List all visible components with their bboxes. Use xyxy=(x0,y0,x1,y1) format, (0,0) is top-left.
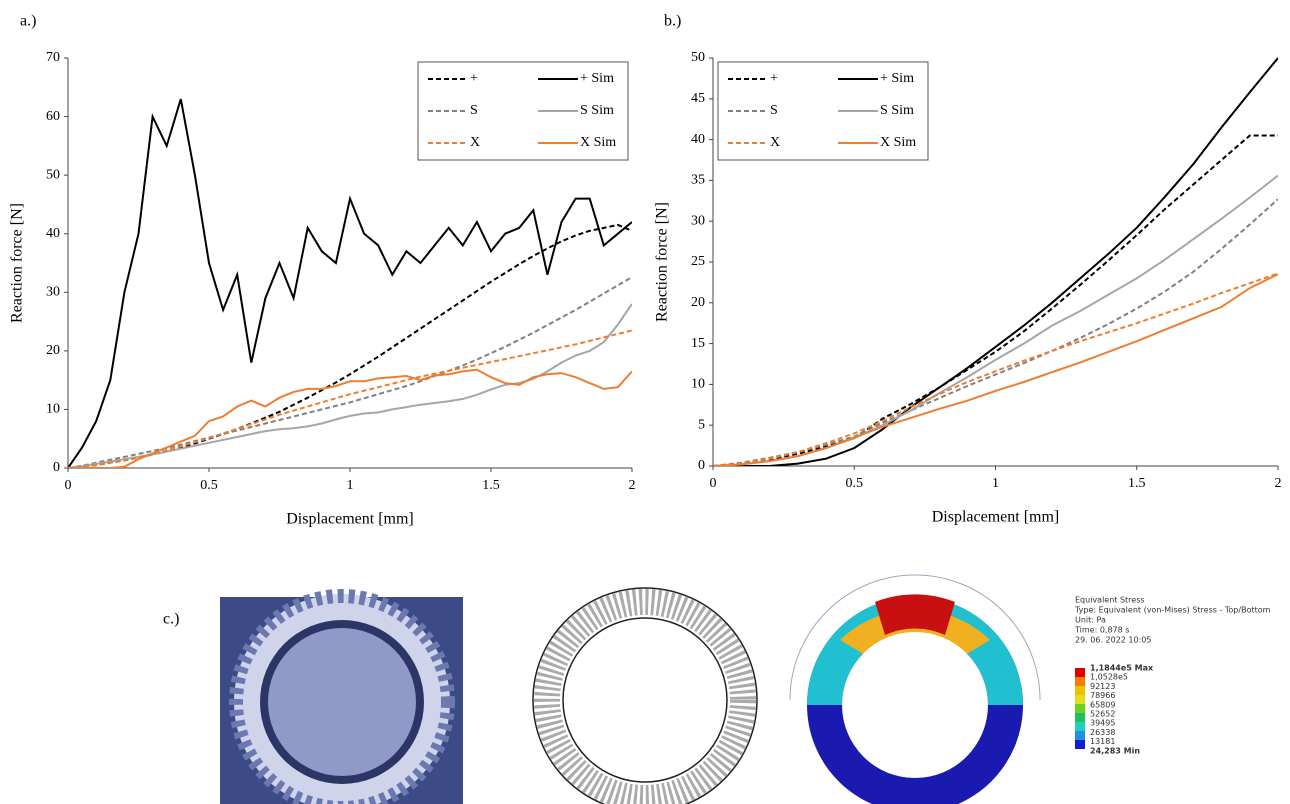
y-tick-label: 10 xyxy=(46,402,60,417)
stress-level: 13181 xyxy=(1090,737,1115,746)
legend-label: X xyxy=(470,135,480,150)
legend-label: S Sim xyxy=(580,103,614,118)
series-line xyxy=(68,276,632,468)
y-tick-label: 25 xyxy=(691,254,705,269)
stress-info: Time: 0,878 s xyxy=(1074,626,1129,635)
stress-level: 26338 xyxy=(1090,728,1115,737)
legend-label: + xyxy=(470,71,478,86)
stress-info: Equivalent Stress xyxy=(1075,596,1145,605)
y-tick-label: 20 xyxy=(691,295,705,310)
series-line xyxy=(713,273,1278,466)
series-line xyxy=(713,198,1278,466)
stress-level: 78966 xyxy=(1090,691,1115,700)
y-tick-label: 5 xyxy=(698,417,705,432)
y-tick-label: 50 xyxy=(691,50,705,65)
y-tick-label: 40 xyxy=(46,226,60,241)
x-tick-label: 0 xyxy=(65,478,72,493)
y-axis-label: Reaction force [N] xyxy=(9,203,26,323)
series-line xyxy=(68,329,632,468)
colorbar xyxy=(1075,668,1085,749)
panel-label: a.) xyxy=(20,13,36,30)
y-tick-label: 40 xyxy=(691,132,705,147)
y-tick-label: 30 xyxy=(691,213,705,228)
x-axis-label: Displacement [mm] xyxy=(286,511,414,528)
y-tick-label: 15 xyxy=(691,336,705,351)
stress-level: 1,0528e5 xyxy=(1090,673,1128,682)
y-axis-label: Reaction force [N] xyxy=(654,202,671,322)
photo xyxy=(220,589,463,804)
x-tick-label: 0 xyxy=(710,476,717,491)
y-tick-label: 20 xyxy=(46,343,60,358)
legend-label: + Sim xyxy=(880,71,914,86)
series-line xyxy=(68,223,632,468)
y-tick-label: 0 xyxy=(53,460,60,475)
x-tick-label: 1.5 xyxy=(1128,476,1146,491)
x-tick-label: 2 xyxy=(629,478,636,493)
stress-info: 29. 06. 2022 10:05 xyxy=(1075,636,1152,645)
series-line xyxy=(713,134,1278,466)
stress-level: 65809 xyxy=(1090,700,1115,709)
x-tick-label: 2 xyxy=(1275,476,1282,491)
y-tick-label: 30 xyxy=(46,285,60,300)
series-line xyxy=(68,98,632,468)
legend-label: + xyxy=(770,71,778,86)
stress-plot xyxy=(789,574,1041,804)
stress-level: 52652 xyxy=(1090,710,1115,719)
y-tick-label: 0 xyxy=(698,458,705,473)
legend-label: S Sim xyxy=(880,103,914,118)
y-tick-label: 60 xyxy=(46,109,60,124)
stress-level: 24,283 Min xyxy=(1090,746,1140,755)
stress-info: Unit: Pa xyxy=(1075,616,1106,625)
stress-level: 1,1844e5 Max xyxy=(1090,664,1154,673)
legend-label: + Sim xyxy=(580,71,614,86)
legend-label: S xyxy=(470,103,478,118)
x-axis-label: Displacement [mm] xyxy=(932,509,1060,526)
y-tick-label: 50 xyxy=(46,167,60,182)
series-line xyxy=(68,368,632,468)
series-line xyxy=(713,57,1278,466)
stress-level: 92123 xyxy=(1090,682,1115,691)
x-tick-label: 0.5 xyxy=(846,476,864,491)
y-tick-label: 45 xyxy=(691,91,705,106)
panel-label: b.) xyxy=(664,13,681,30)
legend-label: X Sim xyxy=(580,135,616,150)
series-line xyxy=(713,272,1278,466)
x-tick-label: 1 xyxy=(992,476,999,491)
series-line xyxy=(68,303,632,468)
panel-label: c.) xyxy=(163,611,179,628)
legend-label: X Sim xyxy=(880,135,916,150)
sketch xyxy=(532,587,758,804)
x-tick-label: 1.5 xyxy=(482,478,500,493)
y-tick-label: 10 xyxy=(691,377,705,392)
stress-info: Type: Equivalent (von-Mises) Stress - To… xyxy=(1074,606,1271,615)
x-tick-label: 1 xyxy=(347,478,354,493)
stress-level: 39495 xyxy=(1090,719,1115,728)
y-tick-label: 70 xyxy=(46,50,60,65)
legend-label: S xyxy=(770,103,778,118)
y-tick-label: 35 xyxy=(691,173,705,188)
legend-label: X xyxy=(770,135,780,150)
series-line xyxy=(713,174,1278,466)
x-tick-label: 0.5 xyxy=(200,478,218,493)
